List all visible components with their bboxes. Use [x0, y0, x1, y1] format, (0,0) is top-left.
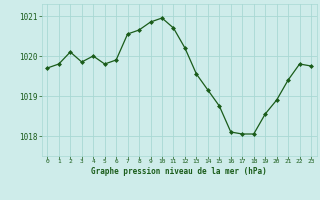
X-axis label: Graphe pression niveau de la mer (hPa): Graphe pression niveau de la mer (hPa): [91, 167, 267, 176]
